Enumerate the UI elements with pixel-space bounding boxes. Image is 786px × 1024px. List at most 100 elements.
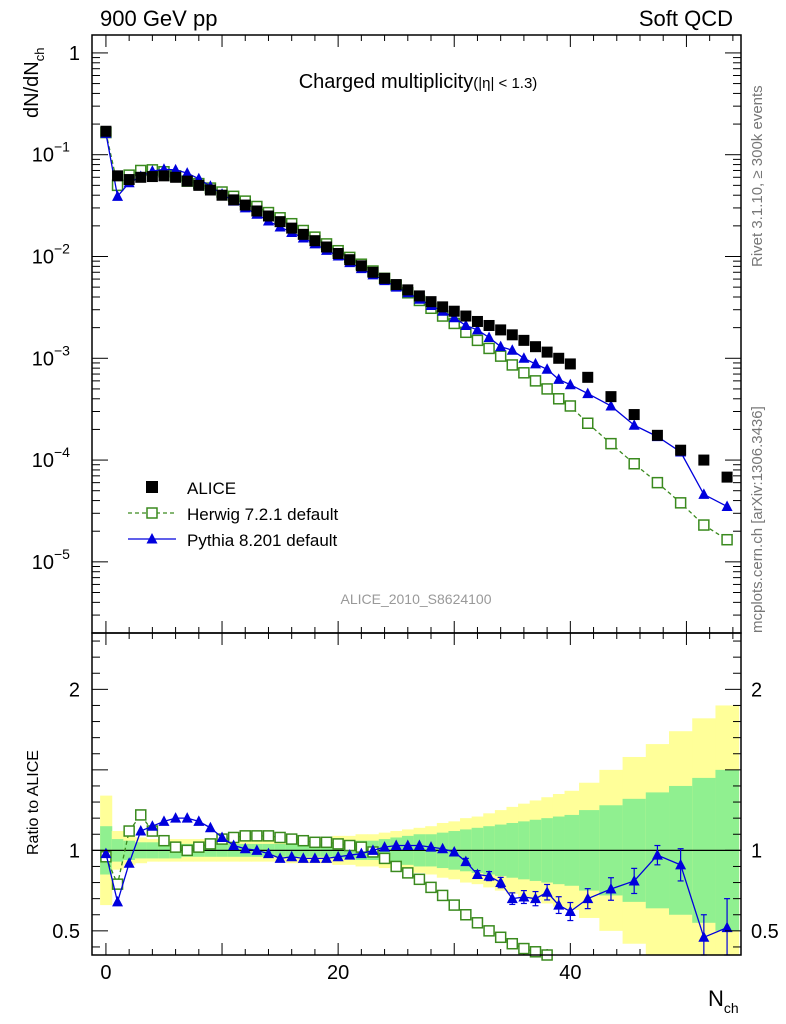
pythia-ratio-marker [123,857,135,868]
pythia-ratio-marker [367,844,379,855]
pythia-marker [262,215,274,226]
pythia-ratio-marker [355,847,367,859]
outer-band-bin [529,800,542,901]
herwig-ratio-marker [320,836,333,849]
herwig-ratio-marker [413,873,426,886]
pythia-ratio-marker [698,931,710,942]
outer-band-bin [715,705,740,955]
inner-band-bin [692,777,716,923]
pythia-ratio-marker [564,905,576,917]
pythia-ratio-marker [100,847,112,859]
herwig-marker [123,169,135,181]
alice-marker [123,174,135,186]
inner-band-bin [390,837,403,864]
pythia-marker [332,250,344,261]
outer-band-bin [436,822,449,878]
herwig-marker [564,400,577,412]
pythia-ratio-marker [321,852,333,863]
alice-marker [425,296,437,308]
alice-marker [437,301,449,313]
inner-band-bin [506,822,519,878]
inner-band-bin [669,785,693,915]
x-tick-label: 20 [327,962,349,984]
herwig-ratio-marker [251,830,263,842]
herwig-ratio-marker [239,830,252,842]
pythia-ratio-marker [605,882,617,894]
inner-band-bin [169,842,182,859]
alice-marker [379,272,391,284]
pythia-line [105,133,728,508]
inner-band-bin [436,832,449,869]
herwig-ratio-marker [343,839,356,852]
outer-band-bin [645,744,670,955]
herwig-ratio-marker [111,878,124,890]
herwig-marker [239,195,252,207]
outer-band-bin [471,816,484,885]
inner-band-bin [285,843,298,857]
inner-band-bin [297,843,310,857]
pythia-ratio-marker [582,892,594,904]
herwig-marker [146,164,159,176]
pythia-ratio-line [105,817,728,939]
herwig-marker [402,287,414,299]
herwig-marker [425,302,437,315]
pythia-marker [413,293,425,304]
herwig-marker [309,231,321,243]
outer-band-bin [552,794,566,907]
herwig-marker [274,212,286,224]
inner-band-bin [448,831,461,870]
inner-band-bin [367,840,380,861]
herwig-ratio-marker [541,949,553,961]
inner-band-bin [460,829,473,872]
pythia-ratio-marker [448,845,460,857]
inner-band-bin [181,843,194,857]
herwig-ratio-marker [471,917,484,929]
pythia-marker [553,373,565,384]
pythia-marker [379,274,391,286]
pythia-marker [402,286,414,298]
alice-marker [355,260,367,272]
pythia-marker [460,319,472,330]
pythia-ratio-marker [471,868,483,879]
outer-band-bin [285,837,298,864]
pythia-ratio-marker [251,844,263,855]
outer-band-bin [401,829,415,872]
alice-marker [251,205,263,217]
outer-band-bin [355,834,368,867]
pythia-ratio-marker [541,886,553,897]
herwig-line [105,132,728,541]
herwig-marker [494,350,507,362]
alice-marker [582,371,594,383]
herwig-ratio-marker [193,841,205,853]
pythia-marker [251,208,263,219]
herwig-marker [552,393,565,405]
alice-marker [495,324,507,336]
pythia-ratio-marker [204,821,216,833]
herwig-ratio-marker [367,846,379,858]
herwig-marker [581,417,594,429]
herwig-ratio-marker [332,838,344,850]
alice-marker [344,254,356,266]
inner-band-bin [529,819,542,881]
pythia-ratio-marker [286,850,298,862]
x-tick-label: 40 [559,962,581,984]
herwig-ratio-marker [274,831,286,844]
pythia-marker [483,331,495,343]
pythia-ratio-marker [390,839,402,851]
pythia-marker [698,488,710,499]
herwig-marker [262,206,275,219]
pythia-marker [228,195,240,206]
pythia-ratio-marker [309,852,321,863]
pythia-ratio-marker [274,852,286,863]
outer-band-bin [483,813,496,888]
inner-band-bin [579,810,600,891]
inner-band-bin [111,839,124,862]
legend-herwig-label: Herwig 7.2.1 default [187,505,338,524]
alice-marker [628,409,640,421]
outer-band-bin [239,839,252,862]
y-axis-label: dN/dNch [21,48,47,118]
inner-band-bin [100,826,113,875]
outer-band-bin [343,835,357,865]
inner-band-bin [262,843,275,857]
ratio-y-tick-label-right: 1 [751,840,762,862]
